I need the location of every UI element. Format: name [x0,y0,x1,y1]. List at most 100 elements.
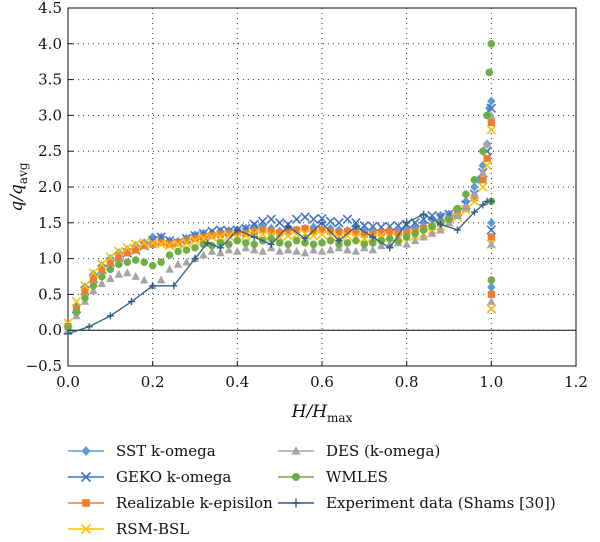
data-point [191,234,199,243]
data-point [326,236,335,245]
data-point [85,323,93,331]
legend-swatch-marker [82,499,90,507]
data-point [420,210,428,218]
data-point [156,239,166,250]
data-point [352,236,360,245]
y-tick-label: 4.0 [38,35,62,53]
y-tick-label: 1.5 [38,214,62,232]
data-point [326,245,335,254]
x-tick-label: 0.6 [310,373,334,391]
data-point [199,233,208,241]
data-point [470,182,479,192]
data-point [351,246,361,255]
data-point [377,241,386,250]
data-point [317,246,327,255]
data-point [360,240,369,249]
series-wmles [64,40,496,331]
data-point [487,296,496,305]
data-point [98,272,106,281]
data-point [487,96,496,106]
data-point [325,216,336,227]
data-point [293,226,301,234]
data-point [479,147,487,155]
data-point [343,245,352,254]
y-tick-label: 2.0 [38,178,62,196]
data-point [123,268,132,277]
data-point [257,216,268,227]
data-point [149,282,157,290]
legend-item-des-k-omega: DES (k-omega) [278,442,440,460]
data-point [483,154,491,162]
data-point [174,239,182,247]
data-point [478,182,488,192]
data-point [351,218,361,228]
legend-label: SST k-omega [116,442,216,460]
data-point [485,103,494,113]
data-point [224,245,234,254]
data-point [487,218,496,228]
data-point [292,236,301,245]
data-point [106,258,114,266]
data-point [470,189,479,198]
data-point [485,68,493,77]
series-experiment-data-shams-30 [64,197,495,338]
data-point [453,226,461,234]
data-point [115,260,123,269]
data-point [486,103,497,114]
data-point [216,239,225,247]
data-point [250,240,259,249]
data-point [198,233,209,244]
data-point [318,219,326,227]
data-point [123,258,132,266]
data-point [427,210,437,221]
legend-swatch-marker [80,523,92,535]
data-point [157,239,165,247]
data-point [283,245,293,254]
y-tick-label: 2.5 [38,142,62,160]
data-point [479,201,487,209]
data-point [216,230,224,238]
data-point [318,239,326,247]
data-point [97,259,107,270]
x-tick-label: 0.4 [225,373,249,391]
data-point [250,233,258,241]
data-point [131,256,140,264]
data-point [156,275,166,284]
data-point [276,229,284,237]
data-point [128,298,135,306]
data-point [165,251,174,259]
data-point [292,246,301,255]
data-point [453,211,462,219]
data-point [402,233,411,241]
data-point [259,226,267,234]
data-point [89,286,98,295]
data-point [343,227,351,235]
data-point [470,194,478,202]
data-point [461,202,471,211]
data-point [208,232,216,240]
data-point [487,239,496,248]
data-point [369,239,377,247]
data-point [428,222,436,231]
data-point [233,236,242,245]
data-point [207,246,217,255]
data-point [249,219,260,229]
data-point [88,268,99,278]
x-axis-label: H/Hmax [291,402,353,425]
data-point [436,225,445,234]
y-tick-label: 3.0 [38,106,62,124]
data-point [368,245,377,254]
data-point [479,176,487,184]
data-point [300,248,310,257]
y-tick-label: 1.0 [38,250,62,268]
data-point [487,118,495,127]
data-point [487,276,496,284]
data-point [403,219,411,227]
data-point [300,212,310,222]
data-point [164,240,175,251]
data-point [181,238,192,248]
data-point [410,236,420,245]
data-point [165,264,174,273]
data-point [64,330,72,338]
